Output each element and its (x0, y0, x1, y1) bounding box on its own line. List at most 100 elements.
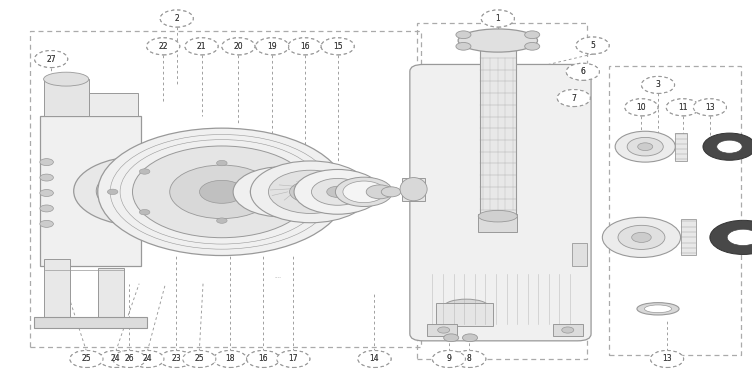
Circle shape (199, 180, 244, 203)
Circle shape (641, 76, 675, 93)
Circle shape (250, 176, 314, 208)
Circle shape (185, 38, 218, 55)
Text: 15: 15 (333, 42, 342, 51)
Circle shape (566, 63, 599, 80)
Text: 13: 13 (705, 103, 714, 112)
Circle shape (327, 186, 349, 198)
Circle shape (294, 210, 305, 215)
Circle shape (566, 63, 599, 80)
Text: 19: 19 (268, 42, 277, 51)
Circle shape (576, 37, 609, 54)
Circle shape (562, 327, 574, 333)
Circle shape (277, 350, 310, 367)
Text: 16: 16 (259, 354, 268, 364)
Circle shape (627, 137, 663, 156)
Circle shape (183, 350, 216, 367)
Text: 13: 13 (705, 103, 714, 112)
Circle shape (183, 350, 216, 367)
Bar (34, 317, 147, 328)
Text: 17: 17 (289, 354, 298, 364)
Text: 5: 5 (590, 41, 595, 50)
Text: 24: 24 (143, 354, 152, 364)
Ellipse shape (458, 29, 538, 52)
Text: 23: 23 (171, 354, 180, 364)
Circle shape (602, 217, 681, 257)
Circle shape (40, 159, 53, 166)
Circle shape (35, 51, 68, 68)
Circle shape (335, 177, 393, 207)
Text: 21: 21 (197, 42, 206, 51)
Circle shape (650, 350, 684, 367)
Text: 7: 7 (572, 93, 576, 103)
Text: 16: 16 (259, 354, 268, 364)
Text: 7: 7 (572, 93, 576, 103)
Circle shape (99, 350, 132, 367)
Bar (572, 243, 587, 266)
Circle shape (40, 205, 53, 212)
Circle shape (159, 350, 193, 367)
Circle shape (277, 350, 310, 367)
Bar (480, 50, 516, 218)
Circle shape (147, 38, 180, 55)
Circle shape (99, 350, 132, 367)
Circle shape (710, 220, 752, 254)
Circle shape (321, 38, 354, 55)
Text: 25: 25 (195, 354, 204, 364)
Text: 1: 1 (496, 14, 500, 23)
Circle shape (185, 38, 218, 55)
Circle shape (40, 190, 53, 196)
Circle shape (214, 350, 247, 367)
Circle shape (250, 161, 371, 223)
Circle shape (147, 38, 180, 55)
Circle shape (294, 169, 381, 214)
Circle shape (727, 229, 752, 245)
Circle shape (432, 350, 465, 367)
Circle shape (666, 99, 699, 116)
Circle shape (160, 10, 193, 27)
Circle shape (170, 165, 274, 218)
Circle shape (358, 350, 391, 367)
Circle shape (453, 350, 486, 367)
Circle shape (650, 350, 684, 367)
Circle shape (270, 186, 294, 198)
Bar (44, 79, 89, 116)
Ellipse shape (444, 299, 489, 315)
Text: 11: 11 (678, 103, 687, 112)
Text: 20: 20 (234, 42, 243, 51)
Circle shape (625, 99, 658, 116)
Circle shape (294, 169, 305, 174)
Circle shape (113, 350, 146, 367)
Circle shape (311, 178, 364, 205)
Circle shape (693, 99, 726, 116)
Text: 25: 25 (82, 354, 91, 364)
Text: 24: 24 (111, 354, 120, 364)
Circle shape (108, 189, 118, 195)
Bar (89, 93, 138, 116)
Circle shape (217, 218, 227, 223)
Text: 3: 3 (656, 80, 660, 90)
Circle shape (96, 168, 186, 214)
Ellipse shape (400, 178, 427, 201)
Ellipse shape (644, 305, 672, 313)
Text: 6: 6 (581, 67, 585, 76)
Circle shape (247, 350, 280, 367)
Circle shape (160, 10, 193, 27)
Text: 10: 10 (637, 103, 646, 112)
Text: 22: 22 (159, 42, 168, 51)
Circle shape (462, 334, 478, 342)
Circle shape (618, 225, 665, 249)
Text: 23: 23 (171, 354, 180, 364)
Circle shape (222, 38, 255, 55)
Circle shape (557, 90, 590, 107)
Circle shape (233, 167, 331, 217)
Circle shape (139, 210, 150, 215)
Circle shape (132, 146, 311, 238)
Text: 22: 22 (159, 42, 168, 51)
Circle shape (641, 76, 675, 93)
Circle shape (268, 170, 353, 213)
Bar (402, 178, 425, 201)
Bar (675, 133, 687, 161)
Bar (478, 214, 517, 232)
Text: 16: 16 (300, 42, 309, 51)
Bar (40, 116, 141, 266)
